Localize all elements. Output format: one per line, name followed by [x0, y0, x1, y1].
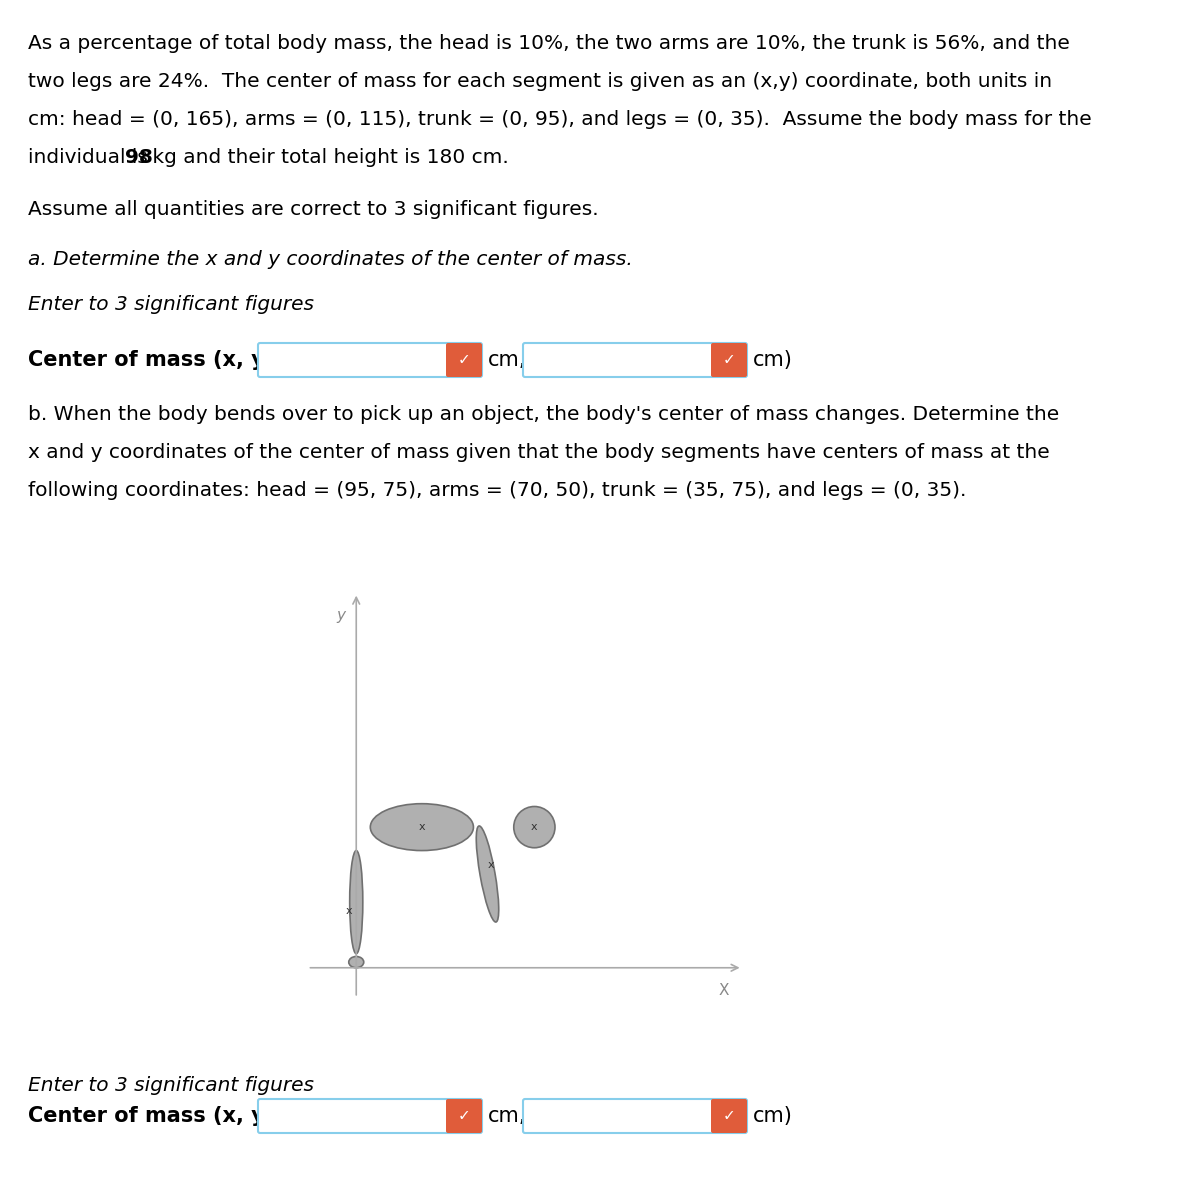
FancyBboxPatch shape: [446, 343, 482, 377]
Text: individual is: individual is: [28, 148, 155, 167]
Text: x: x: [488, 860, 494, 869]
Text: X: X: [719, 983, 730, 998]
Ellipse shape: [349, 957, 364, 967]
FancyBboxPatch shape: [523, 1099, 746, 1133]
Text: Center of mass (x, y) = (: Center of mass (x, y) = (: [28, 1106, 316, 1126]
Ellipse shape: [514, 806, 554, 848]
FancyBboxPatch shape: [258, 343, 482, 377]
FancyBboxPatch shape: [258, 1099, 482, 1133]
FancyBboxPatch shape: [710, 343, 746, 377]
Ellipse shape: [371, 804, 474, 850]
Text: Enter to 3 significant figures: Enter to 3 significant figures: [28, 1076, 314, 1095]
Text: kg and their total height is 180 cm.: kg and their total height is 180 cm.: [146, 148, 509, 167]
Text: x: x: [419, 822, 425, 832]
Text: ✓: ✓: [457, 1108, 470, 1124]
Text: b. When the body bends over to pick up an object, the body's center of mass chan: b. When the body bends over to pick up a…: [28, 405, 1060, 424]
Text: following coordinates: head = (95, 75), arms = (70, 50), trunk = (35, 75), and l: following coordinates: head = (95, 75), …: [28, 481, 966, 500]
Text: cm: head = (0, 165), arms = (0, 115), trunk = (0, 95), and legs = (0, 35).  Assu: cm: head = (0, 165), arms = (0, 115), tr…: [28, 110, 1092, 129]
Text: a. Determine the x and y coordinates of the center of mass.: a. Determine the x and y coordinates of …: [28, 250, 632, 269]
Text: cm,: cm,: [488, 350, 527, 369]
FancyBboxPatch shape: [446, 1099, 482, 1133]
Text: x: x: [532, 822, 538, 832]
Ellipse shape: [349, 850, 362, 953]
Text: Center of mass (x, y) = (: Center of mass (x, y) = (: [28, 350, 316, 369]
Text: x and y coordinates of the center of mass given that the body segments have cent: x and y coordinates of the center of mas…: [28, 443, 1050, 462]
Text: cm,: cm,: [488, 1106, 527, 1126]
Text: cm): cm): [754, 1106, 793, 1126]
FancyBboxPatch shape: [710, 1099, 746, 1133]
Text: two legs are 24%.  The center of mass for each segment is given as an (x,y) coor: two legs are 24%. The center of mass for…: [28, 72, 1052, 91]
Text: As a percentage of total body mass, the head is 10%, the two arms are 10%, the t: As a percentage of total body mass, the …: [28, 34, 1070, 53]
Text: Enter to 3 significant figures: Enter to 3 significant figures: [28, 295, 314, 314]
Text: x: x: [346, 907, 352, 916]
Text: Assume all quantities are correct to 3 significant figures.: Assume all quantities are correct to 3 s…: [28, 200, 599, 219]
FancyBboxPatch shape: [523, 343, 746, 377]
Text: 98: 98: [125, 148, 152, 167]
Text: cm): cm): [754, 350, 793, 369]
Text: ✓: ✓: [722, 1108, 736, 1124]
Text: ✓: ✓: [722, 353, 736, 367]
Text: ✓: ✓: [457, 353, 470, 367]
Ellipse shape: [476, 826, 499, 922]
Text: y: y: [336, 607, 346, 623]
